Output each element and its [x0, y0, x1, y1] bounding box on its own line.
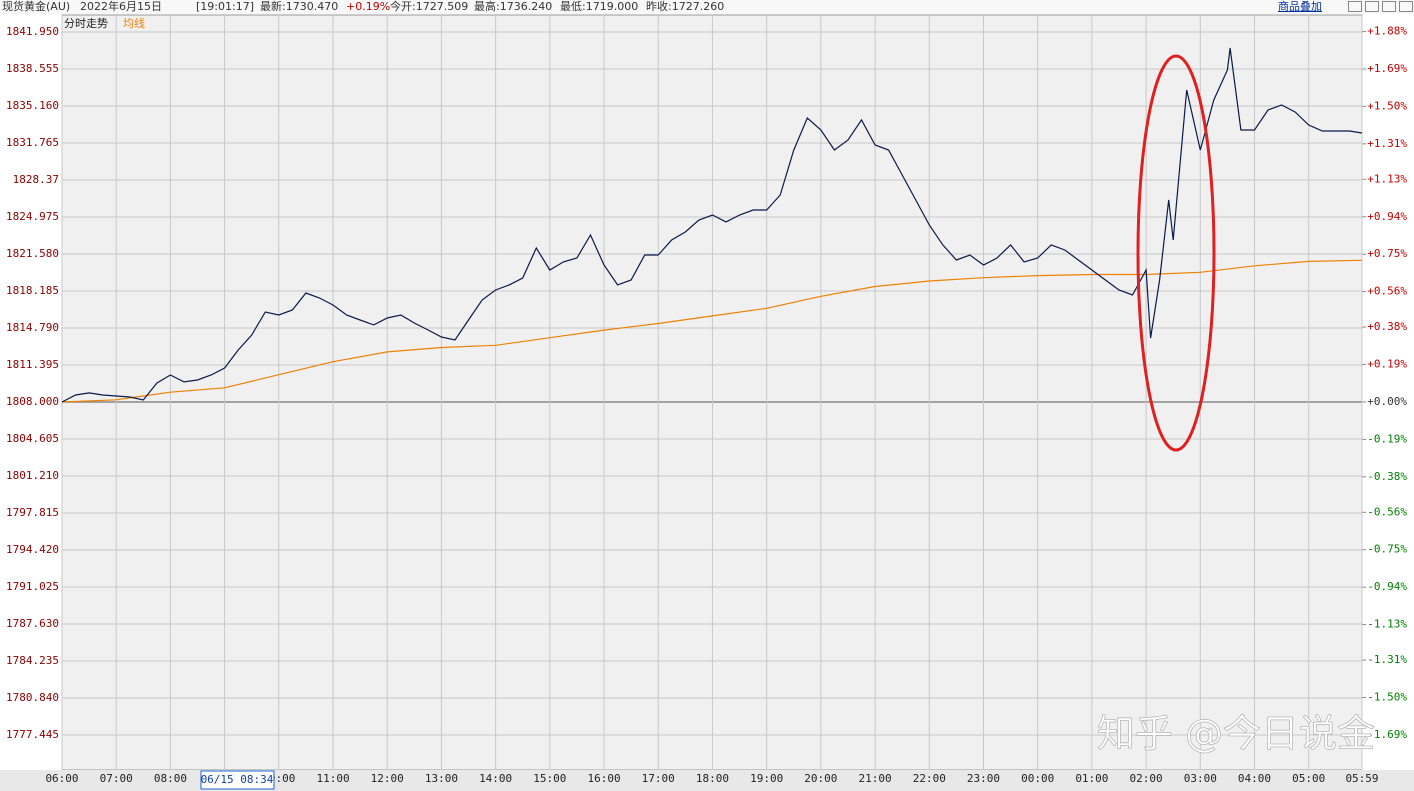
x-tick-label: 18:00	[696, 772, 729, 785]
low: 最低:1719.000	[560, 0, 639, 13]
header: 现货黄金(AU) 2022年6月15日 [19:01:17] 最新:1730.4…	[0, 0, 1414, 14]
icon-button[interactable]	[1348, 1, 1362, 12]
icon-button[interactable]	[1365, 1, 1379, 12]
latest: 最新:1730.470	[260, 0, 339, 13]
watermark: 知乎 @今日说金	[1097, 712, 1375, 756]
y2-tick-label: +1.88%	[1367, 25, 1407, 38]
y-tick-label: 1791.025	[6, 580, 59, 593]
y-tick-label: 1777.445	[6, 728, 59, 741]
y2-tick-label: +1.69%	[1367, 62, 1407, 75]
y2-tick-label: -1.69%	[1367, 728, 1407, 741]
x-tick-label: 20:00	[804, 772, 837, 785]
legend-entry: 均线	[123, 16, 145, 30]
x-tick-label: 17:00	[642, 772, 675, 785]
y-tick-label: 1814.790	[6, 321, 59, 334]
y-tick-label: 1835.160	[6, 99, 59, 112]
y-tick-label: 1797.815	[6, 506, 59, 519]
x-tick-label: 15:00	[533, 772, 566, 785]
y-tick-label: 1784.235	[6, 654, 59, 667]
y-tick-label: 1824.975	[6, 210, 59, 223]
y2-tick-label: +0.00%	[1367, 395, 1407, 408]
y2-tick-label: +0.94%	[1367, 210, 1407, 223]
overlay-button[interactable]: 商品叠加	[1278, 0, 1322, 13]
instrument: 现货黄金(AU)	[2, 0, 71, 13]
prev-close: 昨收:1727.260	[646, 0, 725, 13]
x-tick-label: 16:00	[587, 772, 620, 785]
x-axis-band	[0, 770, 1414, 791]
y2-tick-label: +0.56%	[1367, 285, 1407, 298]
y2-tick-label: +1.13%	[1367, 172, 1407, 185]
x-tick-label: 04:00	[1238, 772, 1271, 785]
y2-tick-label: -0.75%	[1367, 543, 1407, 556]
icon-button[interactable]	[1382, 1, 1396, 12]
y2-tick-label: -0.56%	[1367, 505, 1407, 518]
y-tick-label: 1821.580	[6, 247, 59, 260]
time: [19:01:17]	[196, 0, 254, 13]
y-tick-label: 1801.210	[6, 469, 59, 482]
y2-tick-label: -1.50%	[1367, 690, 1407, 703]
x-tick-label: 12:00	[371, 772, 404, 785]
y2-tick-label: -0.38%	[1367, 470, 1407, 483]
y2-tick-label: +0.19%	[1367, 358, 1407, 371]
y2-tick-label: -1.13%	[1367, 618, 1407, 631]
cursor-label: 06/15 08:34	[201, 773, 274, 786]
date: 2022年6月15日	[80, 0, 162, 13]
x-tick-label: 22:00	[913, 772, 946, 785]
y2-tick-label: +1.31%	[1367, 137, 1407, 150]
legend-entry: 分时走势	[64, 17, 108, 30]
high: 最高:1736.240	[474, 0, 553, 13]
x-tick-label: 07:00	[100, 772, 133, 785]
x-tick-label: 19:00	[750, 772, 783, 785]
y2-tick-label: +0.38%	[1367, 320, 1407, 333]
change: +0.19%	[346, 0, 391, 13]
x-tick-label: 23:00	[967, 772, 1000, 785]
highlight-ellipse	[1136, 54, 1216, 452]
y-tick-label: 1808.000	[6, 395, 59, 408]
x-tick-label: 11:00	[316, 772, 349, 785]
y-tick-label: 1794.420	[6, 543, 59, 556]
y2-tick-label: -1.31%	[1367, 653, 1407, 666]
x-tick-label: 21:00	[859, 772, 892, 785]
series-line	[61, 47, 1363, 403]
x-tick-label: 01:00	[1075, 772, 1108, 785]
y-tick-label: 1780.840	[6, 691, 59, 704]
y-tick-label: 1818.185	[6, 284, 59, 297]
x-tick-label: 02:00	[1130, 772, 1163, 785]
x-tick-label: 14:00	[479, 772, 512, 785]
y-tick-label: 1838.555	[6, 62, 59, 75]
y2-tick-label: -0.94%	[1367, 580, 1407, 593]
x-tick-label: 06:00	[45, 772, 78, 785]
x-tick-label: 08:00	[154, 772, 187, 785]
y2-tick-label: +0.75%	[1367, 247, 1407, 260]
y2-tick-label: +1.50%	[1367, 99, 1407, 112]
icon-button[interactable]	[1399, 1, 1413, 12]
y2-tick-label: -0.19%	[1367, 432, 1407, 445]
x-tick-label: 03:00	[1184, 772, 1217, 785]
y-tick-label: 1804.605	[6, 432, 59, 445]
x-tick-label: 13:00	[425, 772, 458, 785]
x-tick-label: 05:00	[1292, 772, 1325, 785]
cursor-box	[200, 770, 275, 790]
open: 今开:1727.509	[390, 0, 469, 13]
y-tick-label: 1831.765	[6, 136, 59, 149]
y-tick-label: 1841.950	[6, 25, 59, 38]
y-tick-label: 1811.395	[6, 358, 59, 371]
x-tick-label: 00:00	[1021, 772, 1054, 785]
x-tick-label: 05:59	[1345, 772, 1378, 785]
y-tick-label: 1787.630	[6, 617, 59, 630]
y-tick-label: 1828.37	[13, 173, 59, 186]
